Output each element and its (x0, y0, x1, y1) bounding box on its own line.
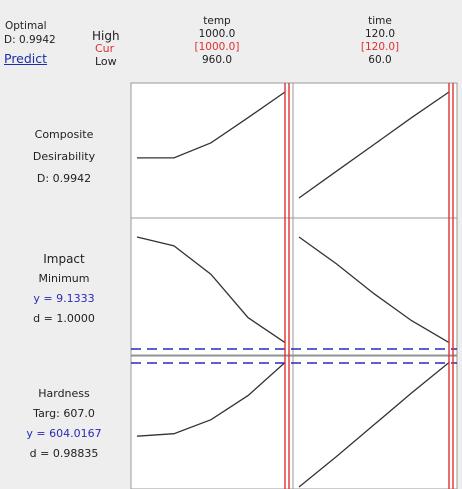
row-label-composite: Composite Desirability D: 0.9942 (0, 124, 128, 190)
factor-low: 960.0 (201, 54, 233, 66)
optimal-d-value: D: 0.9942 (4, 34, 56, 46)
row-value: D: 0.9942 (36, 172, 92, 185)
row-title: Hardness (38, 387, 90, 400)
plot-panel (292, 217, 458, 356)
response-curve (136, 362, 286, 437)
row-label-impact: Impact Minimum y = 9.1333 d = 1.0000 (0, 249, 128, 329)
row-y-value: y = 9.1333 (33, 292, 95, 305)
factor-high: 1000.0 (198, 28, 236, 40)
response-curve (298, 91, 450, 199)
row-y-value: y = 604.0167 (26, 427, 102, 440)
row-title: Composite (34, 128, 94, 141)
factor-low: 60.0 (368, 54, 392, 66)
factor-column-temp: temp 1000.0 [1000.0] 960.0 (172, 15, 262, 67)
factor-column-time: time 120.0 [120.0] 60.0 (335, 15, 425, 67)
response-curve (298, 236, 450, 344)
plot-panel (130, 354, 294, 489)
factor-high: 120.0 (364, 28, 396, 40)
optimal-label: Optimal (5, 20, 47, 32)
factor-name: temp (203, 15, 231, 27)
row-subtitle: Desirability (32, 150, 96, 163)
row-label-hardness: Hardness Targ: 607.0 y = 604.0167 d = 0.… (0, 384, 128, 464)
factor-current[interactable]: [1000.0] (194, 41, 240, 53)
high-label: High (92, 29, 120, 43)
response-curve (136, 236, 286, 344)
response-curve (137, 91, 286, 159)
factor-name: time (368, 15, 392, 27)
plot-panel (292, 354, 458, 489)
plot-panel (130, 217, 294, 356)
cur-label: Cur (95, 42, 115, 55)
row-subtitle: Targ: 607.0 (33, 407, 95, 420)
row-d-value: d = 0.98835 (29, 447, 99, 460)
predict-link[interactable]: Predict (4, 51, 48, 66)
row-subtitle: Minimum (38, 272, 90, 285)
row-title: Impact (43, 252, 85, 266)
low-label: Low (95, 55, 117, 68)
response-curve (298, 361, 450, 488)
factor-current[interactable]: [120.0] (360, 41, 400, 53)
row-d-value: d = 1.0000 (33, 312, 95, 325)
